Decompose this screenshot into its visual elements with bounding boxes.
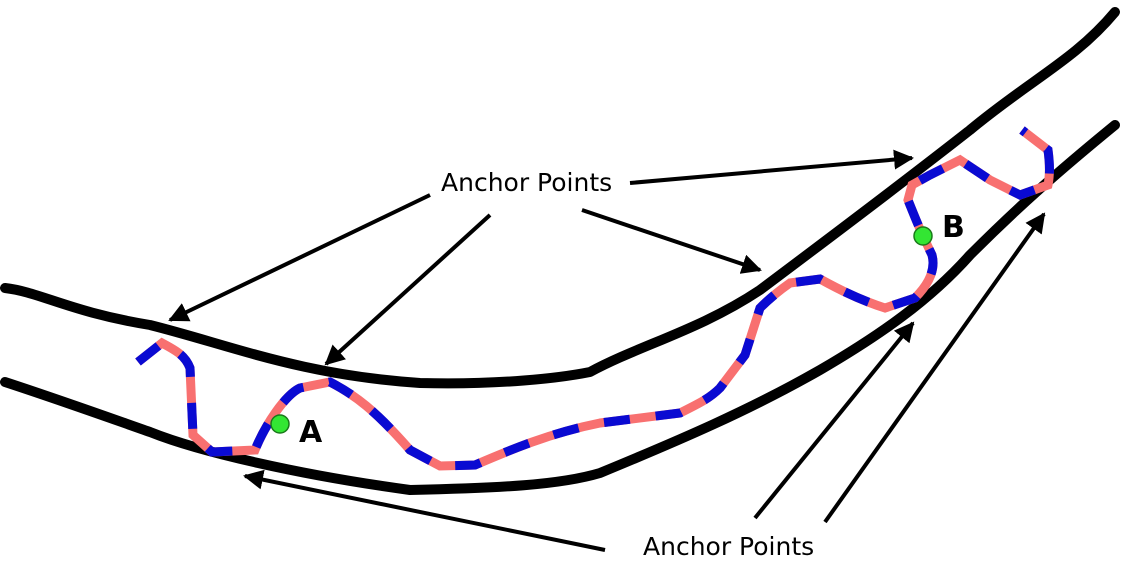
arrow-top-to-right-anchor [581, 208, 762, 274]
arrow-bottom-to-left-anchor [243, 469, 606, 552]
arrow-top-to-middle-anchor [324, 213, 492, 366]
point-b-label: B [942, 210, 965, 245]
upper-boundary-curve [0, 7, 1120, 389]
point-a-marker [270, 414, 290, 434]
arrow-bottom-to-middle-anchor [753, 321, 915, 520]
anchor-points-caption-top: Anchor Points [441, 168, 612, 197]
arrow-top-to-far-right-anchor [629, 149, 914, 185]
anchor-points-caption-bottom: Anchor Points [643, 532, 814, 561]
point-b-marker [913, 226, 933, 246]
planned-path-blue-dashes [135, 126, 1054, 471]
point-a-label: A [299, 415, 323, 450]
arrow-top-to-left-anchor [168, 193, 431, 322]
arrow-bottom-to-right-anchor [823, 212, 1046, 524]
lower-boundary-curve [0, 120, 1120, 495]
